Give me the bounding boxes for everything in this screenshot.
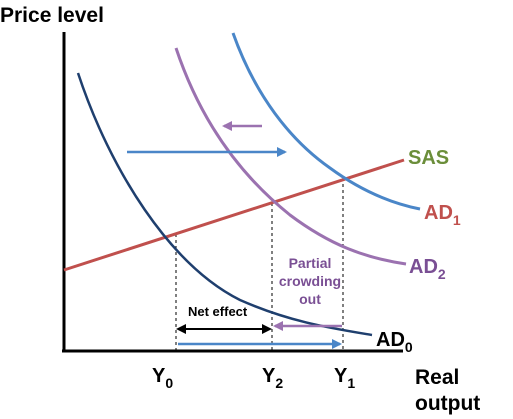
x-axis-label-line2: output [415, 392, 480, 415]
ad2-label-sub: 2 [438, 266, 446, 282]
ad1-label: AD1 [424, 202, 461, 228]
y1-tick-main: Y [334, 365, 348, 387]
ad0-curve [76, 72, 373, 337]
ad2-curve [174, 47, 407, 266]
ad1-label-main: AD [424, 202, 453, 224]
ad0-label-sub: 0 [405, 339, 413, 355]
net-effect-label: Net effect [188, 304, 248, 319]
y2-tick-label: Y2 [262, 365, 283, 391]
y1-tick-label: Y1 [334, 365, 355, 391]
ad2-label-main: AD [409, 256, 438, 278]
y0-tick-label: Y0 [152, 365, 173, 391]
ad2-label: AD2 [409, 256, 446, 282]
sas-label: SAS [408, 147, 449, 169]
x-axis-label-line1: Real [415, 366, 459, 389]
sas-curve [63, 158, 405, 272]
y2-tick-sub: 2 [275, 375, 283, 391]
ad0-label-main: AD [376, 329, 405, 351]
partial-crowding-label-line2: crowding [279, 273, 341, 289]
partial-crowding-label-line1: Partial [289, 255, 332, 271]
y-axis-label: Price level [0, 4, 104, 27]
y0-tick-main: Y [152, 365, 166, 387]
y1-tick-sub: 1 [347, 375, 355, 391]
y0-tick-sub: 0 [165, 375, 173, 391]
partial-crowding-label-line3: out [299, 291, 321, 307]
ad1-label-sub: 1 [453, 212, 461, 228]
ad1-curve [231, 32, 421, 211]
y2-tick-main: Y [262, 365, 276, 387]
ad0-label: AD0 [376, 329, 413, 355]
